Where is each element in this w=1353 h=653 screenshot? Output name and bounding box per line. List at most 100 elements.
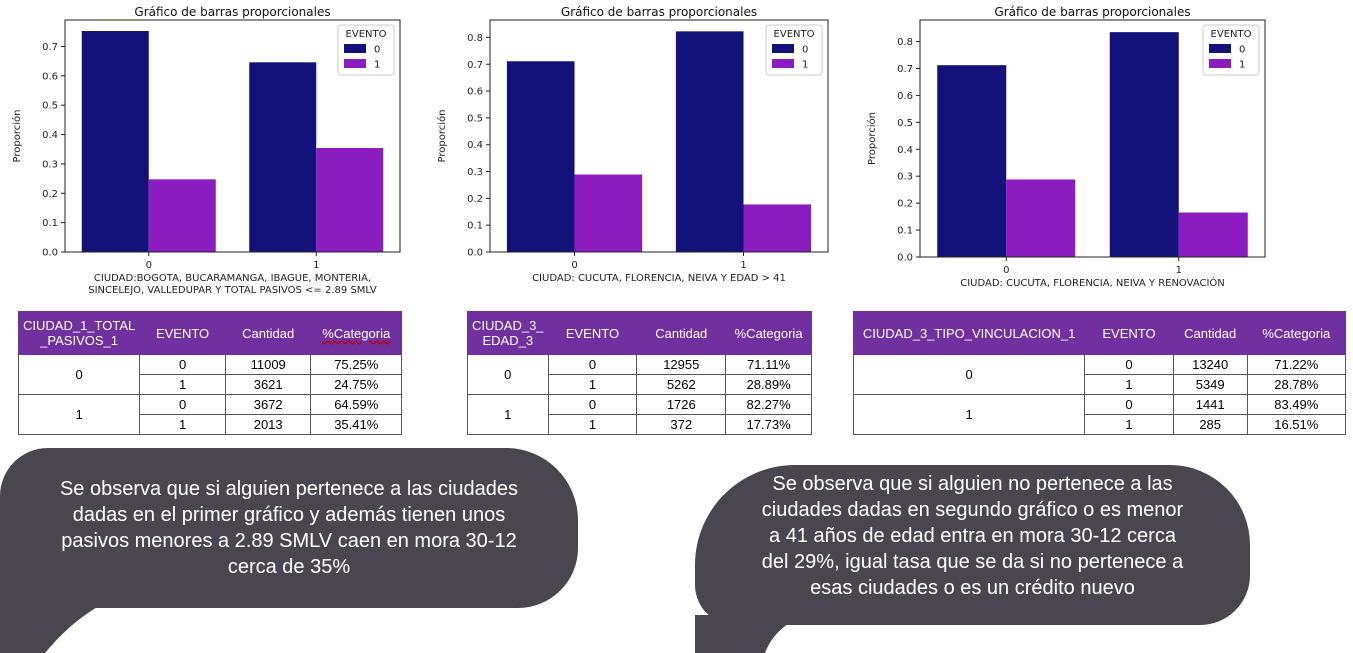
percent-cell: 35.41% [310, 414, 402, 435]
percent-cell: 82.27% [725, 394, 812, 415]
table-row: 0 0 13240 71.22% [852, 354, 1347, 395]
table-header-row: CIUDAD_3_TIPO_VINCULACION_1 EVENTO Cantida… [852, 311, 1347, 355]
evento-cell: 0 [547, 354, 638, 375]
x-tick-label: 1 [740, 260, 746, 271]
legend-swatch-1 [1209, 59, 1231, 68]
evento-cell: 1 [547, 374, 638, 395]
legend-title: EVENTO [1211, 29, 1252, 40]
cantidad-cell: 5349 [1172, 374, 1248, 395]
plot-frame [64, 19, 401, 253]
evento-cell: 1 [139, 374, 226, 395]
table-header-cell: EVENTO [547, 311, 638, 355]
cantidad-cell: 13240 [1172, 354, 1248, 375]
percent-cell: 71.11% [725, 354, 812, 375]
bar-chart-2-svg: Gráfico de barras proporcionales 0 1 0.0 0.1… [436, 5, 829, 284]
table-row: 1 2013 35.41% [19, 414, 402, 435]
y-axis-label: Proporción [436, 110, 448, 163]
bar-cat1-evento1 [1178, 212, 1248, 257]
note-1-line-3: pasivos menores a 2.89 SMLV caen en mora… [61, 530, 517, 552]
group-label-cell: 1 [467, 394, 549, 435]
y-tick-label: 0.7 [42, 42, 58, 53]
percent-cell: 24.75% [310, 374, 402, 395]
summary-table-3: CIUDAD_3_TIPO_VINCULACION_1 EVENTO Cantida… [852, 311, 1347, 435]
y-tick-label: 0.1 [897, 226, 913, 237]
bar-cat0-evento0 [937, 65, 1007, 257]
y-axis-label: Proporción [866, 112, 878, 165]
legend-label-1: 1 [1239, 60, 1245, 71]
x-axis-label: CIUDAD: CUCUTA, FLORENCIA, NEIVA Y EDAD … [532, 273, 786, 284]
cantidad-cell: 3621 [224, 374, 312, 395]
plot-frame [489, 19, 829, 253]
legend-swatch-1 [344, 59, 366, 68]
legend-title: EVENTO [346, 29, 387, 40]
table-header-cell: %Categoria [310, 311, 402, 355]
x-tick-label: 1 [1176, 265, 1182, 276]
cantidad-cell: 2013 [224, 414, 312, 435]
y-tick-label: 0.6 [467, 87, 483, 98]
y-tick-label: 0.2 [467, 194, 483, 205]
note-2-line-2: ciudades dadas en segundo gráfico o es m… [761, 499, 1184, 521]
note-bubble-2-tail [695, 615, 805, 653]
cantidad-cell: 5262 [636, 374, 727, 395]
cantidad-cell: 372 [636, 414, 727, 435]
table-header-cell: %Categoria [725, 311, 812, 355]
bar-chart-1-svg: Gráfico de barras proporcionales 0 1 0.0 0.1… [11, 5, 401, 296]
table-header-cell: CIUDAD_1_TOTAL _PASIVOS_1 [17, 311, 141, 355]
bar-chart-1: Gráfico de barras proporcionales 0 1 0.0 0.1… [0, 0, 420, 300]
bar-chart-3: Gráfico de barras proporcionales 0 1 0.0 0.1… [865, 0, 1285, 300]
y-tick-label: 0.6 [897, 91, 913, 102]
bar-cat0-evento1 [574, 174, 643, 252]
chart-title: Gráfico de barras proporcionales [994, 5, 1190, 19]
percent-cell: 64.59% [310, 394, 402, 415]
table-header-cell: EVENTO [1084, 311, 1174, 355]
cantidad-cell: 285 [1172, 414, 1248, 435]
bar-cat1-evento0 [249, 62, 317, 252]
y-tick-label: 0.0 [42, 248, 58, 259]
note-1-line-4: cerca de 35% [227, 556, 351, 578]
legend-label-0: 0 [802, 45, 808, 56]
percent-cell: 71.22% [1246, 354, 1347, 375]
legend-label-1: 1 [802, 60, 808, 71]
bar-cat0-evento1 [1006, 179, 1076, 257]
note-2-line-3: a 41 años de edad entra en mora 30-12 ce… [769, 525, 1176, 547]
y-tick-label: 0.0 [467, 248, 483, 259]
bar-cat1-evento1 [316, 148, 384, 252]
y-tick-label: 0.5 [42, 101, 58, 112]
percent-cell: 17.73% [725, 414, 812, 435]
y-axis-label: Proporción [11, 110, 23, 163]
evento-cell: 1 [1084, 414, 1174, 435]
chart-title: Gráfico de barras proporcionales [561, 5, 757, 19]
group-label-cell: 0 [852, 354, 1086, 395]
evento-cell: 1 [547, 414, 638, 435]
legend-swatch-0 [1209, 44, 1231, 53]
y-tick-label: 0.4 [467, 140, 483, 151]
table-row: 1 285 16.51% [854, 414, 1347, 435]
evento-cell: 0 [139, 354, 226, 375]
x-tick-label: 0 [1003, 265, 1009, 276]
legend: EVENTO 0 1 [765, 24, 823, 76]
legend-label-1: 1 [374, 60, 380, 71]
table-header-cell: Cantidad [224, 311, 312, 355]
evento-cell: 1 [139, 414, 226, 435]
y-tick-label: 0.1 [467, 221, 483, 232]
y-tick-label: 0.0 [897, 253, 913, 264]
note-bubble-2: Se observa que si alguien no pertenece a… [695, 465, 1250, 625]
legend: EVENTO 0 1 [1202, 24, 1260, 76]
group-label-cell: 0 [17, 354, 141, 395]
y-tick-label: 0.2 [42, 189, 58, 200]
table-row: 0 0 12955 71.11% [467, 354, 812, 395]
legend-swatch-0 [344, 44, 366, 53]
cantidad-cell: 1441 [1172, 394, 1248, 415]
y-tick-label: 0.2 [897, 199, 913, 210]
percent-cell: 16.51% [1246, 414, 1347, 435]
x-axis-label: CIUDAD: CUCUTA, FLORENCIA, NEIVA Y RENOV… [960, 276, 1225, 289]
table-header-cell: %Categoria [1246, 311, 1347, 355]
table-header-cell: Cantidad [1172, 311, 1248, 355]
evento-cell: 0 [1084, 354, 1174, 375]
summary-table-2: CIUDAD_3_ EDAD_3 EVENTO Cantidad %Categoria 0… [467, 311, 812, 435]
y-tick-label: 0.3 [42, 159, 58, 170]
cantidad-cell: 11009 [224, 354, 312, 375]
percent-cell: 83.49% [1246, 394, 1347, 415]
cantidad-cell: 1726 [636, 394, 727, 415]
table-header-row: CIUDAD_3_ EDAD_3 EVENTO Cantidad %Categoria [467, 311, 812, 355]
